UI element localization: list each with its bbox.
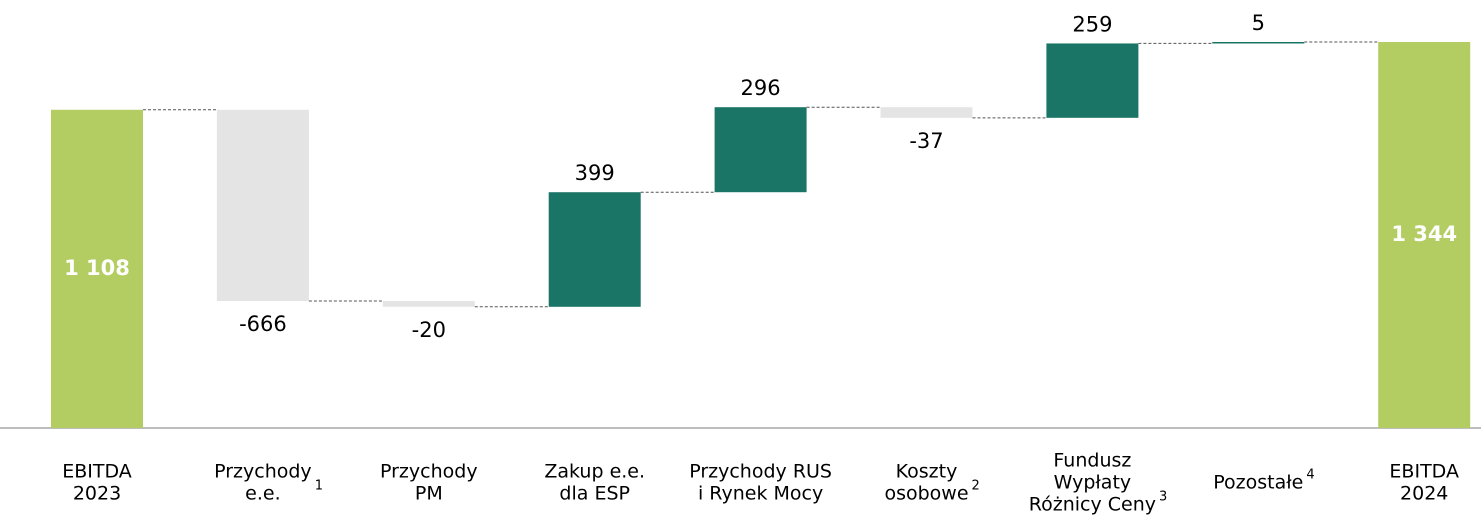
bar bbox=[216, 109, 309, 302]
x-tick-label: Pozostałe bbox=[1213, 472, 1303, 494]
bar bbox=[1046, 43, 1139, 118]
value-label: -666 bbox=[239, 312, 287, 336]
bar bbox=[714, 107, 807, 193]
bar bbox=[1378, 42, 1471, 428]
x-tick-label: Różnicy Ceny bbox=[1029, 494, 1156, 516]
x-tick-label: EBITDA bbox=[62, 461, 132, 483]
x-tick-label: osobowe bbox=[884, 483, 968, 505]
x-tick-label: Fundusz bbox=[1053, 450, 1131, 472]
value-label: 5 bbox=[1252, 11, 1265, 35]
bar bbox=[382, 301, 475, 307]
footnote-marker: 1 bbox=[315, 479, 323, 494]
x-tick-label: PM bbox=[415, 483, 443, 505]
bar bbox=[880, 107, 973, 118]
x-tick-label: Wypłaty bbox=[1054, 472, 1132, 494]
value-label: -37 bbox=[909, 129, 943, 153]
footnote-marker: 4 bbox=[1306, 468, 1314, 483]
footnote-marker: 2 bbox=[972, 479, 980, 494]
value-label: 1 344 bbox=[1391, 222, 1457, 246]
x-tick-label: e.e. bbox=[245, 483, 280, 505]
bar bbox=[548, 192, 641, 307]
value-label: 399 bbox=[575, 161, 615, 185]
bar bbox=[51, 109, 143, 429]
value-label: 259 bbox=[1072, 12, 1112, 36]
x-tick-label: 2024 bbox=[1400, 483, 1448, 505]
x-tick-label: Przychody bbox=[214, 461, 312, 483]
x-tick-label: Koszty bbox=[896, 461, 958, 483]
value-label: 1 108 bbox=[64, 256, 130, 280]
x-tick-label: EBITDA bbox=[1389, 461, 1459, 483]
x-tick-label: Przychody bbox=[380, 461, 478, 483]
x-tick-label: Zakup e.e. bbox=[544, 461, 645, 483]
value-label: 296 bbox=[741, 76, 781, 100]
x-tick-label: 2023 bbox=[73, 483, 121, 505]
value-label: -20 bbox=[412, 318, 446, 342]
x-tick-label: i Rynek Mocy bbox=[698, 483, 823, 505]
x-tick-label: dla ESP bbox=[559, 483, 630, 505]
footnote-marker: 3 bbox=[1159, 490, 1167, 505]
bar bbox=[1212, 42, 1305, 44]
x-tick-label: Przychody RUS bbox=[689, 461, 832, 483]
